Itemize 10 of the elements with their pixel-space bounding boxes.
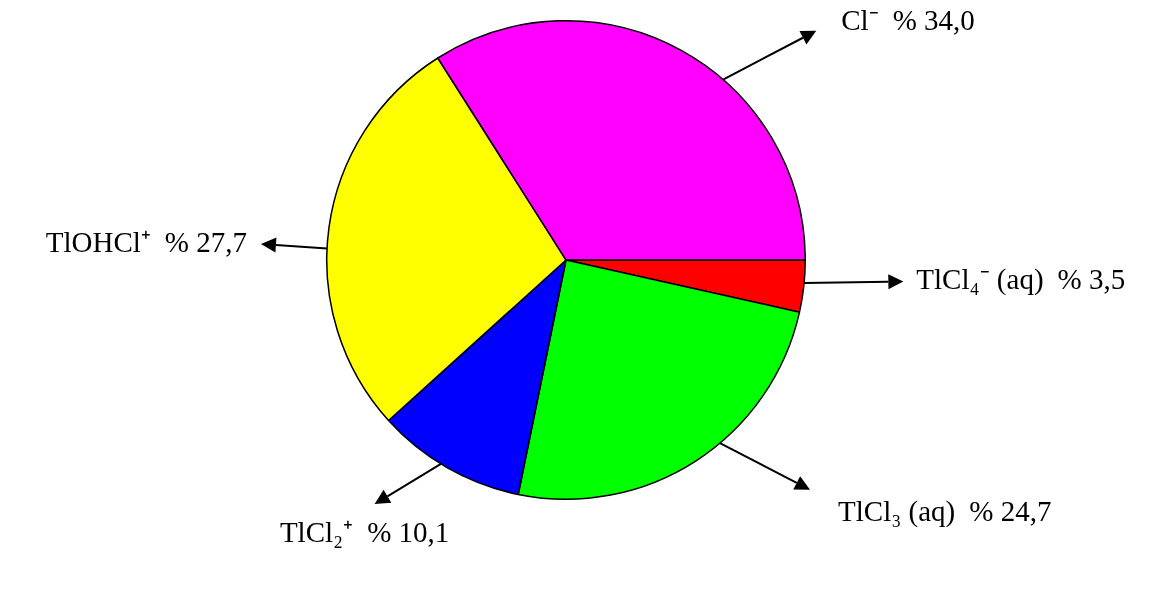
data-label: % 34,0 <box>892 4 975 37</box>
data-label: % 24,7 <box>969 495 1052 528</box>
slice-label: TlOHCl⁺ <box>45 225 151 258</box>
slice-label: TlCl₃ (aq) <box>838 495 956 529</box>
slice-label: Cl⁻ <box>841 4 879 37</box>
data-label: % 10,1 <box>367 515 450 548</box>
slice-label: TlCl₄⁻ (aq) <box>916 263 1044 297</box>
data-label: % 3,5 <box>1057 263 1126 296</box>
slice-label: TlCl₂⁺ <box>279 515 354 548</box>
data-label: % 27,7 <box>164 225 247 258</box>
